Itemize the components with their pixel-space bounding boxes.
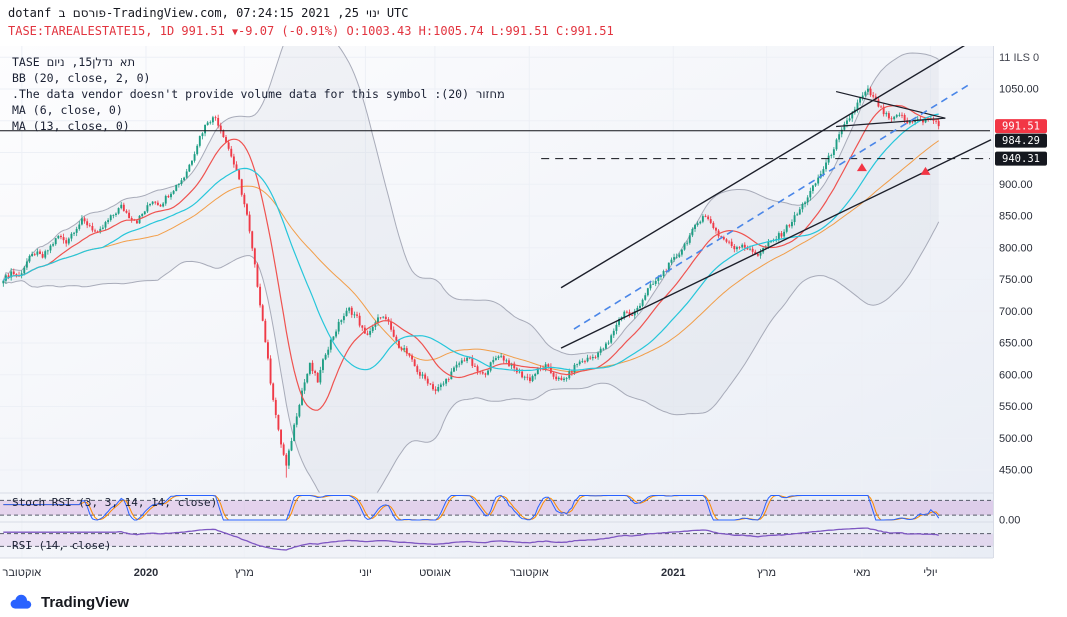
month-label: יולי xyxy=(923,566,937,579)
month-label: מאי xyxy=(853,567,870,579)
time-axis[interactable] xyxy=(0,560,993,590)
month-label: אוגוסט xyxy=(419,567,451,579)
footer: TradingView xyxy=(0,590,1067,617)
alert-marker xyxy=(856,163,867,172)
stoch-rsi-layer xyxy=(3,494,940,521)
axis-top-label: 11 ILS 0 xyxy=(999,52,1039,64)
price-tick: 800.00 xyxy=(999,242,1033,254)
symbol-name: TASE:TAREALESTATE15, xyxy=(8,24,153,38)
month-label: מרץ xyxy=(235,567,254,579)
price-tick: 700.00 xyxy=(999,306,1033,318)
price-tick: 450.00 xyxy=(999,465,1033,477)
price-tick: 550.00 xyxy=(999,401,1033,413)
bollinger-band-layer xyxy=(2,46,940,493)
price-axis[interactable] xyxy=(993,46,1067,558)
brand-name: TradingView xyxy=(41,593,130,611)
chart-area: 11 ILS 0 1050.00 900.00 850.00 800.00 750.00 7… xyxy=(0,46,1067,590)
price-badge-text: 991.51 xyxy=(1002,121,1040,133)
tradingview-cloud-icon xyxy=(10,594,32,609)
tradingview-logo[interactable]: TradingView xyxy=(8,592,129,612)
price-badge xyxy=(995,151,1047,166)
year-label: 2020 xyxy=(134,567,158,579)
interval: 1D xyxy=(159,24,175,38)
ohlc-values: O:1003.43 H:1005.74 L:991.51 C:991.51 xyxy=(346,24,614,38)
rsi-layer xyxy=(3,527,939,551)
moving-averages-layer xyxy=(2,104,939,411)
price-chart-canvas[interactable]: 11 ILS 0 1050.00 900.00 850.00 800.00 750.00 7… xyxy=(0,46,1067,590)
publish-info: dotanf פורסם ב-TradingView.com, ינוי 25,… xyxy=(8,6,409,20)
change-down-arrow-icon: ▼ xyxy=(232,27,239,38)
month-label: אוקטובר xyxy=(510,567,549,579)
price-tick: 500.00 xyxy=(999,433,1033,445)
year-label: 2021 xyxy=(661,567,685,579)
price-badge xyxy=(995,133,1047,148)
price-tick: 650.00 xyxy=(999,338,1033,350)
trendlines-layer xyxy=(560,46,992,349)
candles-layer xyxy=(2,85,940,478)
last-price: 991.51 xyxy=(181,24,225,38)
price-tick: 600.00 xyxy=(999,369,1033,381)
price-tick: 900.00 xyxy=(999,179,1033,191)
month-label: יוני xyxy=(359,567,372,579)
alert-marker xyxy=(920,166,931,175)
price-badge-text: 940.31 xyxy=(1002,153,1040,165)
month-label: מרץ xyxy=(757,567,776,579)
price-tick: 1050.00 xyxy=(999,84,1039,96)
price-badge xyxy=(995,119,1047,134)
month-label: אוקטובר xyxy=(2,567,41,579)
symbol-ohlc-line: TASE:TAREALESTATE15, 1D 991.51 ▼-9.07 (-… xyxy=(8,24,614,38)
change-value: -9.07 (-0.91%) xyxy=(238,24,340,38)
stoch-zero-tick: 0.00 xyxy=(999,515,1020,527)
price-badge-text: 984.29 xyxy=(1002,135,1040,147)
header: dotanf פורסם ב-TradingView.com, ינוי 25,… xyxy=(0,0,1067,46)
price-tick: 750.00 xyxy=(999,274,1033,286)
price-tick: 850.00 xyxy=(999,211,1033,223)
